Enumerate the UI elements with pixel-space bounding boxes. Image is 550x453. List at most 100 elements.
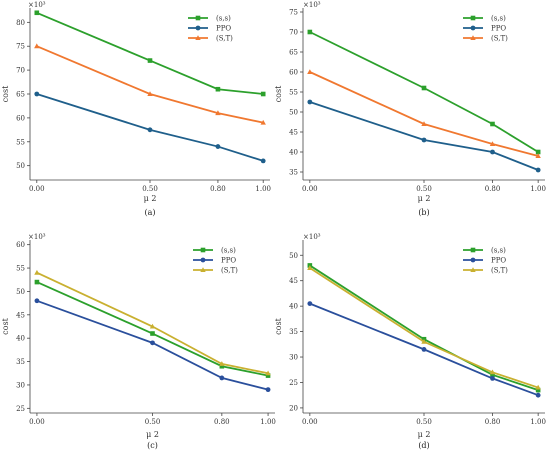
x-tick-label: 0.50 — [416, 185, 432, 193]
y-scale-label: ×10³ — [303, 1, 321, 9]
y-scale-label: ×10³ — [28, 1, 46, 9]
data-point — [34, 279, 40, 285]
y-tick-label: 40 — [289, 149, 298, 157]
legend-marker — [195, 15, 201, 21]
data-point — [219, 361, 225, 366]
y-tick-label: 45 — [289, 277, 298, 285]
y-tick-label: 60 — [289, 69, 298, 77]
y-tick-label: 35 — [289, 328, 298, 336]
legend-label: (S,T) — [216, 35, 233, 43]
data-point — [219, 375, 225, 381]
legend-marker — [195, 35, 201, 40]
data-point — [489, 141, 496, 146]
data-point — [34, 269, 40, 275]
panel-caption: (b) — [418, 208, 429, 217]
y-tick-label: 35 — [16, 358, 25, 366]
x-tick-label: 1.00 — [260, 418, 276, 426]
y-tick-label: 30 — [16, 381, 25, 389]
y-tick-label: 60 — [16, 114, 25, 122]
chart-panel-1: 50 55 60 65 70 75 80 0.00 0.50 0.80 1.00 ×10³ cost μ … — [1, 1, 271, 217]
data-point — [421, 338, 427, 344]
x-axis-label: μ 2 — [418, 194, 431, 203]
y-tick-label: 45 — [16, 311, 25, 319]
y-axis-label: cost — [274, 85, 283, 102]
x-tick-label: 1.00 — [530, 185, 546, 193]
data-point — [535, 167, 541, 173]
data-point — [307, 99, 313, 105]
data-point — [307, 265, 313, 270]
chart-panel-3: 25 30 35 40 45 50 55 60 0.00 0.50 0.80 1.00 ×10³ cost… — [1, 233, 276, 450]
chart-panel-2: 35 40 45 50 55 60 65 70 75 0.00 0.50 0.80 1.00 ×10³ co… — [274, 1, 546, 217]
legend-marker — [470, 15, 476, 21]
legend-marker — [470, 267, 476, 272]
y-tick-label: 45 — [289, 129, 298, 137]
x-tick-label: 0.80 — [485, 185, 501, 193]
data-point — [34, 91, 40, 97]
data-point — [421, 121, 427, 126]
legend-label: (s,s) — [216, 15, 231, 23]
series-line-1 — [36, 299, 269, 391]
x-tick-label: 0.80 — [210, 185, 226, 193]
y-tick-label: 55 — [16, 138, 25, 146]
legend-marker — [470, 25, 476, 31]
series-line-0 — [36, 281, 269, 377]
series-line-1 — [309, 302, 539, 397]
data-point — [535, 153, 541, 158]
y-tick-label: 35 — [289, 169, 298, 177]
data-point — [147, 58, 153, 63]
y-tick-label: 50 — [16, 288, 25, 296]
data-point — [307, 301, 313, 307]
data-point — [265, 370, 271, 376]
legend-marker — [200, 257, 206, 263]
legend-marker — [200, 267, 206, 272]
y-tick-label: 20 — [289, 404, 298, 412]
data-point — [490, 376, 495, 381]
x-tick-label: 0.50 — [145, 418, 161, 426]
x-tick-label: 0.00 — [302, 418, 318, 426]
legend-marker — [470, 247, 476, 253]
y-tick-label: 80 — [16, 19, 25, 27]
y-tick-label: 50 — [289, 109, 298, 117]
x-axis-label: μ 2 — [144, 194, 157, 203]
data-point — [421, 346, 427, 352]
x-axis-label: μ 2 — [146, 430, 159, 439]
data-point — [34, 10, 40, 16]
data-point — [307, 69, 313, 74]
y-tick-label: 65 — [289, 49, 298, 57]
data-point — [490, 121, 495, 127]
data-point — [260, 119, 266, 125]
x-tick-label: 0.80 — [485, 418, 501, 426]
y-tick-label: 60 — [16, 241, 25, 249]
data-point — [150, 331, 155, 336]
y-tick-label: 65 — [16, 91, 25, 99]
legend-label: (s,s) — [491, 247, 506, 255]
y-tick-label: 70 — [289, 29, 298, 37]
data-point — [535, 387, 541, 393]
x-tick-label: 0.80 — [214, 418, 230, 426]
data-point — [265, 387, 271, 393]
data-point — [260, 91, 266, 97]
legend-marker — [200, 247, 206, 253]
legend-label: (S,T) — [491, 267, 508, 275]
data-point — [215, 86, 221, 92]
x-tick-label: 0.50 — [416, 418, 432, 426]
y-scale-label: ×10³ — [28, 233, 46, 241]
data-point — [150, 340, 155, 346]
y-tick-label: 50 — [16, 162, 25, 170]
data-point — [535, 149, 541, 155]
legend-label: (s,s) — [491, 15, 506, 23]
series-line-2 — [36, 271, 269, 375]
series-line-0 — [36, 11, 264, 95]
y-scale-label: ×10³ — [303, 233, 321, 241]
data-point — [490, 149, 495, 155]
data-point — [147, 127, 153, 133]
y-tick-label: 55 — [289, 89, 298, 97]
y-tick-label: 70 — [16, 67, 25, 75]
series-line-2 — [309, 267, 539, 389]
data-point — [490, 372, 495, 378]
data-point — [149, 323, 156, 329]
series-line-1 — [309, 101, 539, 171]
legend-label: PPO — [491, 25, 506, 33]
y-tick-label: 40 — [289, 303, 298, 311]
legend-label: (S,T) — [491, 35, 508, 43]
